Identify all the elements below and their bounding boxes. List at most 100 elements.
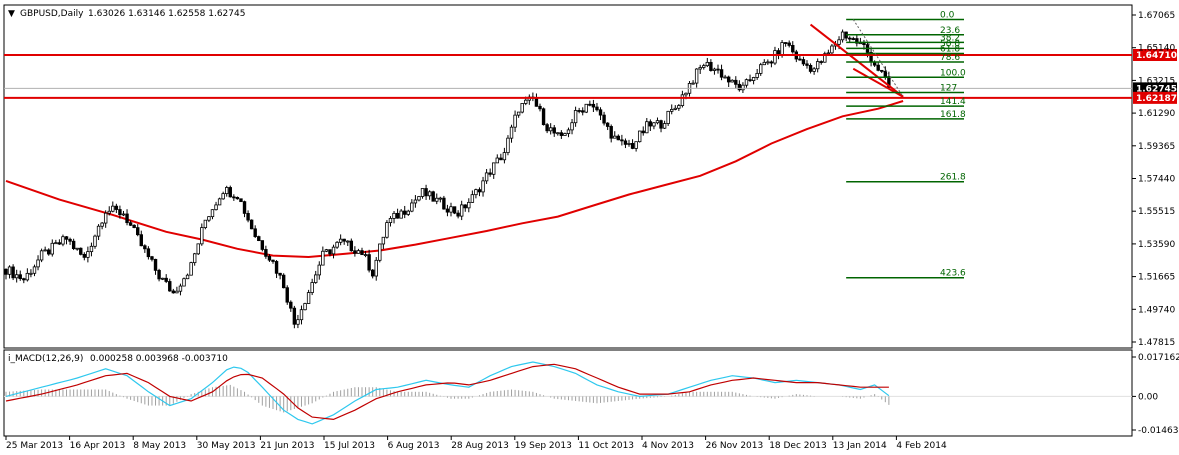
candle-body [484,172,489,182]
candle-body [214,204,218,211]
fib-level-label: 61.8 [940,44,960,54]
candle-body [203,219,208,229]
x-tick-label: 28 Aug 2013 [451,441,509,451]
candle-body [773,50,777,64]
candle-body [200,227,204,245]
price-tag-label: 1.62745 [1136,84,1177,94]
candle-body [360,250,364,256]
candle-body [150,256,154,260]
candle-body [349,240,354,252]
y-tick-label: 1.61290 [1138,109,1175,119]
candle-body [4,268,8,275]
candle-body [146,248,151,258]
fib-level-label: 161.8 [940,110,966,120]
candle-body [11,266,15,279]
candle-body [274,261,279,274]
candle-body [634,141,638,149]
x-tick-label: 16 Apr 2013 [70,441,126,451]
candle-body [826,52,831,55]
candle-body [185,274,190,280]
candle-body [267,255,272,261]
candle-body [705,61,710,67]
candle-body [75,247,79,250]
fib-level-label: 78.6 [940,53,960,63]
candle-body [652,122,656,127]
candle-body [502,152,507,161]
candle-body [534,97,539,107]
candle-body [812,68,816,72]
candle-body [50,242,54,255]
candle-body [22,278,26,281]
candle-body [217,198,222,206]
candle-body [93,235,97,247]
candle-body [538,105,542,110]
candle-body [666,110,670,124]
candle-body [100,222,104,227]
candle-body [762,61,766,66]
candle-body [481,180,485,193]
candle-body [623,140,628,145]
candle-body [207,216,211,221]
candle-body [239,198,243,203]
candle-body [385,222,389,238]
macd-signal-line [5,363,889,421]
candle-body [178,285,183,292]
candle-body [726,76,731,83]
x-tick-label: 25 Mar 2013 [6,441,63,451]
ohlc-readout: 1.63026 1.63146 1.62558 1.62745 [88,9,245,19]
candle-body [378,243,382,261]
candle-body [253,228,257,237]
candle-body [381,236,386,245]
candle-body [196,243,200,255]
y-tick-label: 1.49740 [1138,305,1175,315]
candle-body [552,127,556,134]
candle-body [47,249,51,255]
candle-body [556,132,560,135]
fib-anchor-line [852,19,904,98]
candle-body [709,61,713,71]
candle-body [605,122,610,127]
candle-body [655,120,660,124]
candle-body [324,249,329,252]
y-tick-label: 1.51665 [1138,273,1175,283]
candle-body [670,108,674,112]
candle-body [620,139,624,142]
candle-body [427,191,432,197]
dropdown-triangle-icon[interactable]: ▼ [8,9,15,19]
price-tag-label: 1.64710 [1136,51,1177,61]
candle-body [673,107,677,110]
candle-body [57,242,62,245]
candle-body [823,53,827,63]
candle-body [363,254,368,257]
candle-body [29,272,33,275]
candle-body [79,247,83,255]
macd-title: i_MACD(12,26,9) [8,354,83,364]
axes-layer: 1.67065 1.65140 1.63215 1.61290 1.59365 1.574… [5,11,1179,451]
candle-body [153,258,158,271]
candle-body [456,212,460,217]
candle-body [815,61,820,70]
candles-layer [4,29,891,329]
candle-body [299,309,304,321]
candle-body [82,253,87,258]
candle-body [235,196,240,200]
candle-body [662,123,667,129]
candle-body [111,205,115,212]
candle-body [524,99,528,104]
macd-y-tick-label: 0.00 [1138,392,1158,402]
fib-level-label: 100.0 [940,68,966,78]
candle-body [488,172,492,175]
price-tag-box [1133,49,1177,62]
candle-body [499,157,503,161]
x-tick-label: 6 Aug 2013 [388,441,440,451]
x-tick-label: 8 May 2013 [133,441,186,451]
candle-body [103,212,108,224]
candle-body [18,274,22,280]
candle-body [285,287,289,303]
candle-body [125,213,129,224]
candle-body [132,224,136,229]
candle-body [328,249,332,255]
candle-body [370,269,375,277]
fib-level-label: 23.6 [940,26,960,36]
